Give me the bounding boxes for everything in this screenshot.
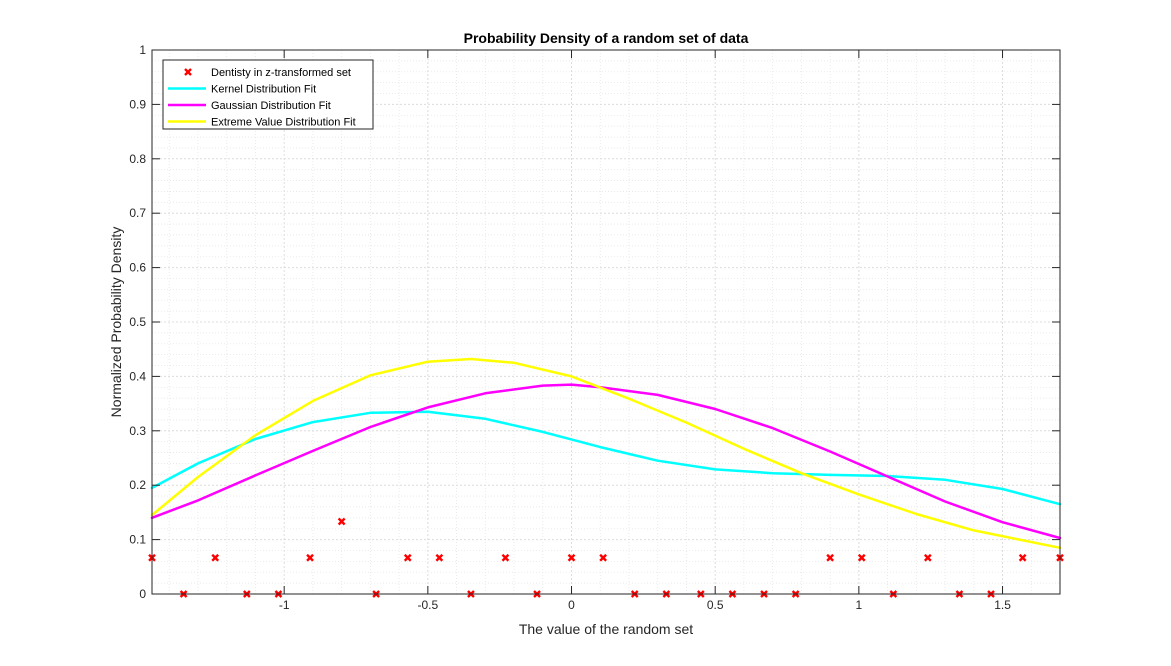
scatter-point xyxy=(337,517,346,526)
series-line-kernel-distribution-fit xyxy=(150,410,1062,506)
x-marker-stroke xyxy=(337,517,346,526)
legend-label: Gaussian Distribution Fit xyxy=(211,100,331,112)
y-tick-label: 0.3 xyxy=(129,424,146,438)
x-tick-label: 0 xyxy=(568,598,575,612)
scatter-point xyxy=(501,553,510,562)
x-marker-stroke xyxy=(599,553,607,562)
legend-box xyxy=(162,59,374,130)
x-marker-stroke xyxy=(501,553,510,562)
x-marker-stroke xyxy=(403,553,412,562)
x-marker-stroke xyxy=(184,68,192,76)
major-grid xyxy=(152,50,1060,594)
y-tick-label: 0.5 xyxy=(129,315,146,329)
y-tick-label: 1 xyxy=(139,43,146,57)
scatter-point xyxy=(826,553,834,562)
x-tick-label: 1.5 xyxy=(994,598,1011,612)
y-tick-label: 0.4 xyxy=(129,369,146,383)
scatter-point xyxy=(1018,553,1027,562)
x-tick-label: 0.5 xyxy=(707,598,724,612)
x-marker-stroke xyxy=(826,553,834,562)
legend-marker xyxy=(184,68,192,76)
scatter-point xyxy=(923,553,932,562)
legend: Dentisty in z-transformed set Kernel Dist… xyxy=(162,59,374,130)
x-tick-label: -1 xyxy=(279,598,290,612)
scatter-point xyxy=(567,553,576,562)
x-tick-labels: -1 -0.5 0 0.5 1 1.5 xyxy=(279,598,1011,612)
scatter-point xyxy=(306,553,314,562)
y-tick-labels: 0 0.1 0.2 0.3 0.4 0.5 0.6 0.7 0.8 0.9 1 xyxy=(129,43,146,601)
x-marker-stroke xyxy=(211,553,220,562)
x-marker-stroke xyxy=(857,553,866,562)
x-tick-label: 1 xyxy=(856,598,863,612)
y-tick-label: 0 xyxy=(139,587,146,601)
x-axis-label: The value of the random set xyxy=(519,621,693,637)
x-marker-stroke xyxy=(567,553,576,562)
y-axis-label: Normalized Probability Density xyxy=(108,227,124,418)
x-marker-stroke xyxy=(923,553,932,562)
scatter-point xyxy=(211,553,220,562)
y-tick-label: 0.1 xyxy=(129,533,146,547)
x-marker-stroke xyxy=(1018,553,1027,562)
x-marker-stroke xyxy=(435,553,444,562)
legend-label: Kernel Distribution Fit xyxy=(211,84,316,96)
scatter-point xyxy=(599,553,607,562)
x-tick-label: -0.5 xyxy=(418,598,439,612)
scatter-point xyxy=(435,553,444,562)
chart-title: Probability Density of a random set of d… xyxy=(464,30,749,46)
legend-label: Dentisty in z-transformed set xyxy=(211,67,351,79)
x-marker-stroke xyxy=(306,553,314,562)
y-tick-label: 0.9 xyxy=(129,97,146,111)
series-line-extreme-value-distribution-fit xyxy=(150,357,1062,550)
y-tick-label: 0.6 xyxy=(129,261,146,275)
y-tick-label: 0.8 xyxy=(129,152,146,166)
ticks xyxy=(152,49,1060,595)
scatter-point xyxy=(857,553,866,562)
y-tick-label: 0.2 xyxy=(129,478,146,492)
scatter-point xyxy=(403,553,412,562)
series-line-gaussian-distribution-fit xyxy=(150,383,1062,540)
legend-label: Extreme Value Distribution Fit xyxy=(211,117,356,129)
y-tick-label: 0.7 xyxy=(129,206,146,220)
